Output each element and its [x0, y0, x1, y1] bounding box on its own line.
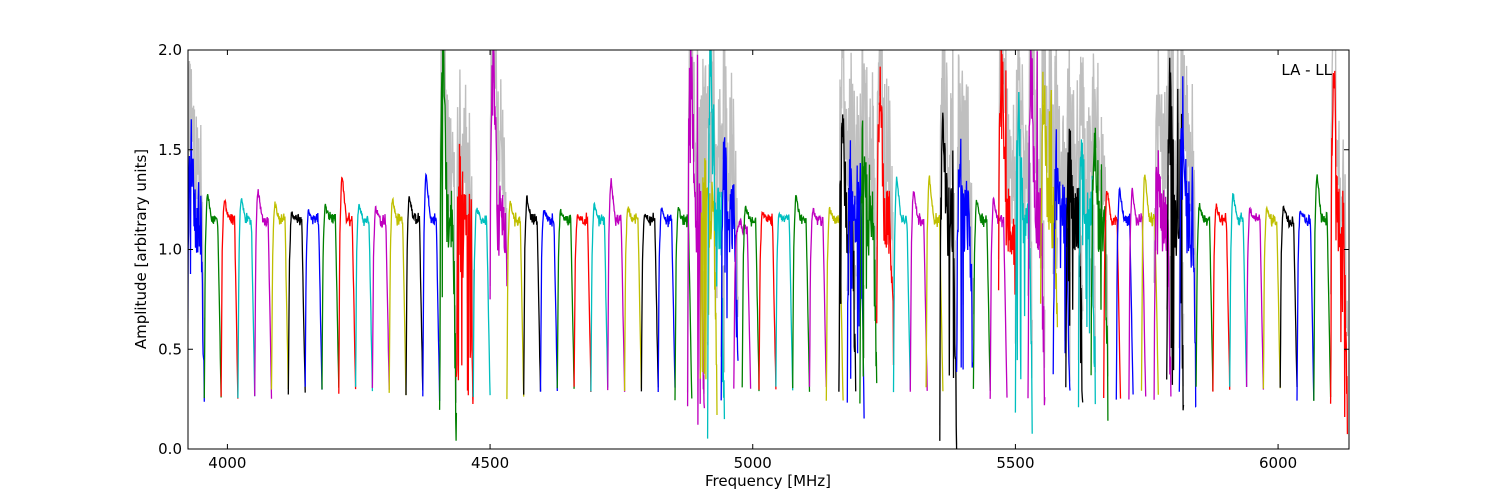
band-trace-5 [270, 201, 289, 390]
data-traces [188, 50, 1349, 449]
band-trace-52 [997, 50, 1017, 295]
y-axis-ticks: 0.0 0.5 1.0 1.5 2.0 [158, 41, 1349, 458]
band-trace-22 [556, 208, 575, 389]
y-tick-label: 1.5 [158, 141, 182, 159]
band-trace-9 [338, 176, 357, 394]
y-tick-label: 1.0 [158, 241, 182, 259]
band-trace-75 [1329, 70, 1349, 435]
x-axis-label: Frequency [MHz] [705, 472, 831, 490]
background-trace-59 [1090, 53, 1109, 377]
x-axis-ticks: 4000 4500 5000 5500 6000 [208, 50, 1297, 472]
y-tick-label: 2.0 [158, 41, 182, 59]
band-trace-46 [909, 191, 928, 392]
x-tick-label: 6000 [1259, 454, 1297, 472]
x-tick-label: 5000 [734, 454, 772, 472]
band-trace-67 [1195, 202, 1214, 392]
band-trace-7 [304, 209, 323, 390]
band-trace-27 [640, 212, 659, 392]
band-trace-6 [287, 211, 306, 395]
band-trace-8 [321, 203, 340, 390]
x-tick-label: 4500 [471, 454, 509, 472]
band-trace-49 [955, 138, 975, 373]
y-tick-label: 0.5 [158, 340, 182, 358]
band-trace-44 [876, 66, 895, 366]
band-trace-69 [1229, 193, 1248, 387]
band-trace-4 [254, 189, 273, 399]
band-trace-12 [388, 196, 407, 396]
band-trace-38 [792, 194, 811, 392]
band-trace-11 [371, 205, 390, 390]
band-trace-35 [741, 205, 760, 392]
band-trace-1 [203, 194, 222, 399]
y-axis-label: Amplitude [arbitrary units] [132, 149, 150, 349]
band-trace-2 [220, 198, 239, 399]
band-trace-41 [838, 114, 857, 392]
background-trace-49 [955, 54, 975, 341]
band-trace-48 [939, 112, 958, 449]
band-trace-37 [775, 211, 794, 391]
band-trace-14 [422, 172, 441, 401]
band-trace-34 [733, 217, 752, 389]
chart-annotation: LA - LL [1281, 61, 1332, 79]
band-trace-57 [1065, 128, 1084, 403]
y-tick-label: 0.0 [158, 440, 182, 458]
band-trace-23 [573, 212, 592, 393]
band-trace-43 [859, 120, 878, 404]
band-trace-26 [623, 206, 643, 392]
band-trace-54 [1027, 50, 1046, 406]
band-trace-71 [1262, 205, 1281, 389]
x-tick-label: 5500 [996, 454, 1034, 472]
band-trace-16 [455, 143, 474, 405]
band-trace-50 [972, 199, 991, 391]
band-trace-19 [506, 200, 525, 400]
band-trace-70 [1245, 206, 1265, 390]
band-trace-10 [354, 203, 374, 392]
band-trace-68 [1212, 203, 1231, 392]
band-trace-13 [405, 196, 424, 396]
x-tick-label: 4000 [208, 454, 246, 472]
band-trace-45 [892, 176, 911, 393]
band-trace-33 [720, 137, 739, 401]
band-trace-66 [1178, 76, 1197, 408]
band-trace-15 [438, 50, 458, 441]
band-trace-28 [657, 207, 676, 393]
band-trace-18 [489, 50, 508, 300]
band-trace-36 [758, 210, 777, 390]
band-trace-73 [1296, 210, 1315, 401]
band-trace-20 [523, 195, 542, 395]
band-trace-0 [188, 119, 205, 402]
band-trace-17 [472, 207, 491, 397]
band-trace-25 [607, 178, 626, 392]
band-trace-74 [1313, 174, 1332, 401]
band-trace-21 [539, 210, 558, 392]
band-trace-39 [808, 207, 827, 388]
band-trace-24 [590, 201, 609, 392]
background-trace-18 [489, 50, 508, 287]
plot-area [188, 50, 1349, 449]
band-trace-72 [1279, 205, 1298, 388]
band-trace-32 [706, 50, 726, 439]
band-trace-3 [237, 198, 256, 399]
